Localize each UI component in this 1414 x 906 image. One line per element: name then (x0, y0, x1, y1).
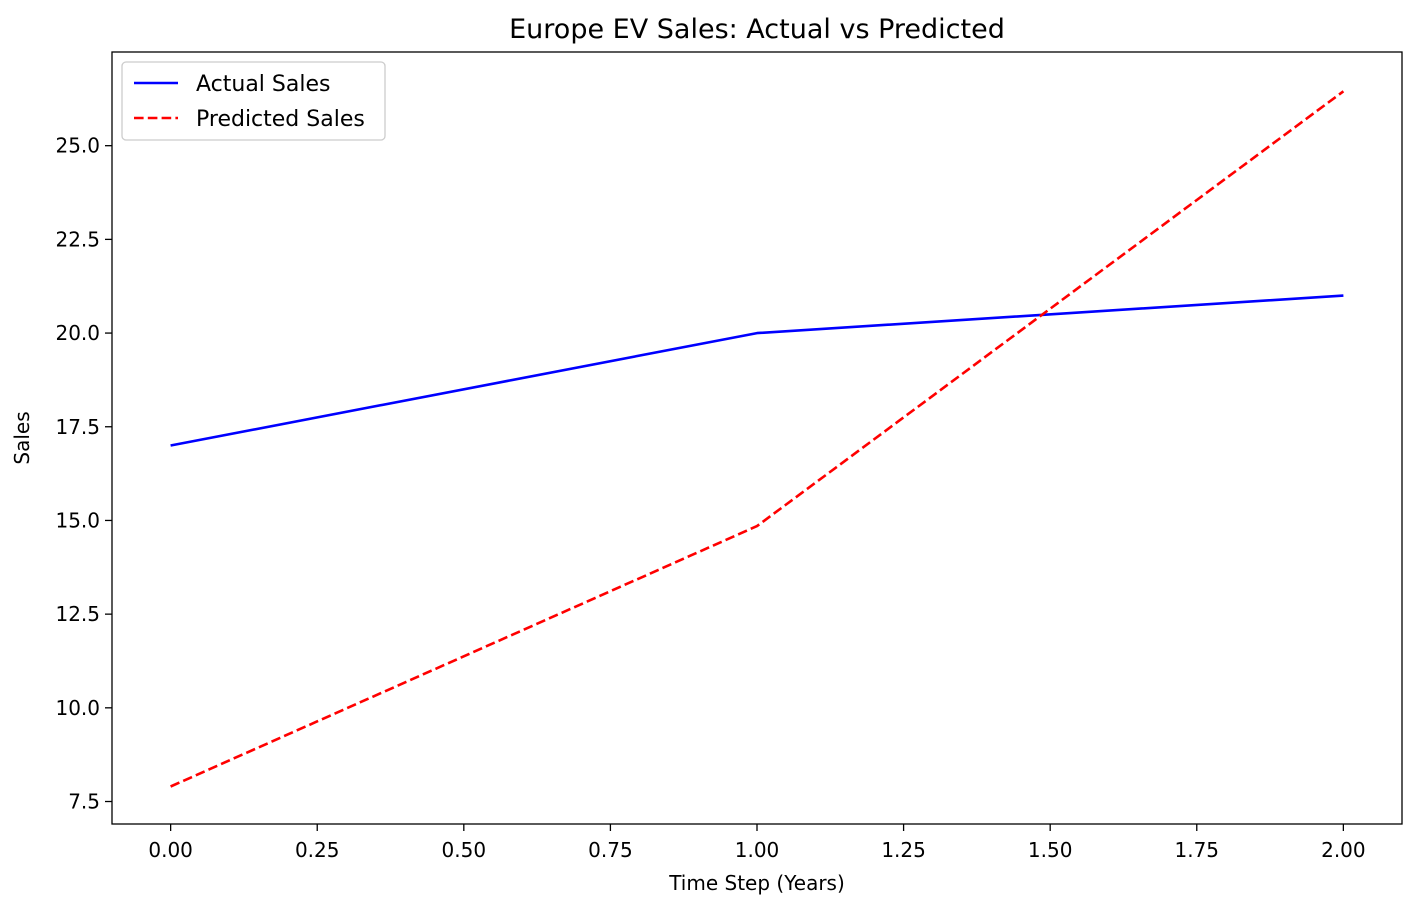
x-axis-ticks: 0.00 0.25 0.50 0.75 1.00 1.25 1.50 1.75 2.00 (148, 824, 1366, 862)
y-tick-label: 12.5 (55, 602, 100, 626)
y-tick-label: 20.0 (55, 321, 100, 345)
x-tick-label: 0.75 (588, 838, 633, 862)
series-line-actual-sales (170, 294, 1344, 447)
y-axis-ticks: 7.5 10.0 12.5 15.0 17.5 20.0 22.5 25.0 (55, 134, 112, 814)
chart-title: Europe EV Sales: Actual vs Predicted (509, 14, 1005, 45)
x-axis-title: Time Step (Years) (668, 871, 845, 895)
y-tick-label: 15.0 (55, 508, 100, 532)
x-tick-label: 0.50 (442, 838, 487, 862)
plot-area-frame (111, 51, 1403, 825)
series-line-predicted-sales (170, 90, 1345, 788)
y-tick-label: 17.5 (55, 415, 100, 439)
y-tick-label: 25.0 (55, 134, 100, 158)
x-tick-label: 1.50 (1028, 838, 1073, 862)
x-tick-label: 1.25 (881, 838, 926, 862)
legend: Actual Sales Predicted Sales (121, 61, 386, 141)
x-tick-label: 1.00 (735, 838, 780, 862)
legend-label-predicted-sales: Predicted Sales (196, 107, 365, 132)
legend-box (121, 61, 386, 141)
x-tick-label: 2.00 (1321, 838, 1366, 862)
legend-label-actual-sales: Actual Sales (196, 72, 330, 97)
y-tick-label: 22.5 (55, 227, 100, 251)
y-axis-title: Sales (10, 411, 34, 464)
x-tick-label: 1.75 (1175, 838, 1220, 862)
x-tick-label: 0.00 (148, 838, 193, 862)
series-lines (170, 90, 1345, 788)
y-tick-label: 7.5 (68, 790, 100, 814)
y-tick-label: 10.0 (55, 696, 100, 720)
x-tick-label: 0.25 (295, 838, 340, 862)
